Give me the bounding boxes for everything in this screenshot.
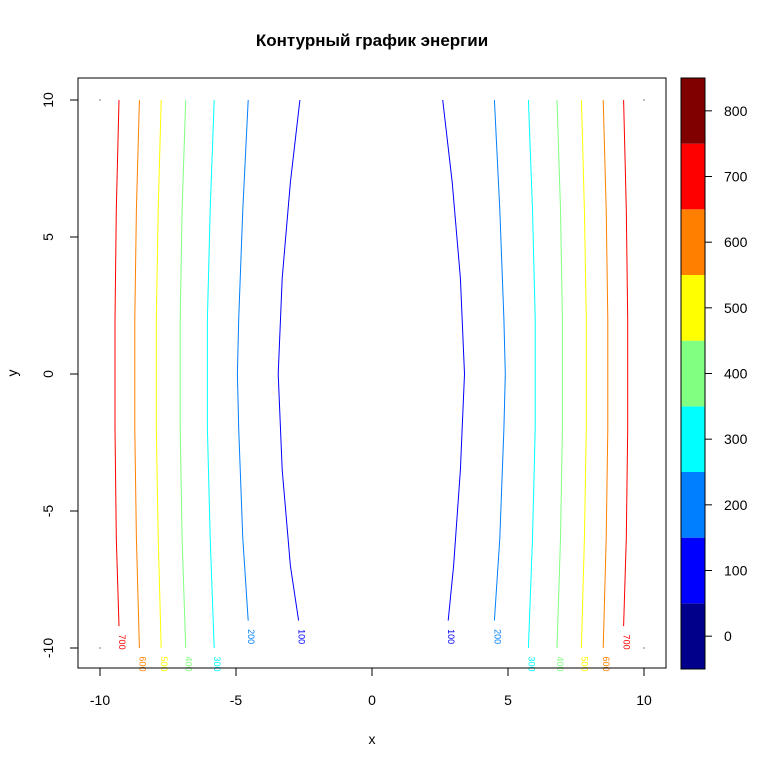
colorbar-bin (681, 340, 705, 407)
y-tick-label: 10 (40, 92, 56, 108)
y-tick-label: -5 (40, 505, 56, 518)
chart-title: Контурный график энергии (256, 31, 488, 50)
contour-500-left (155, 99, 162, 649)
contour-label-700-left: 700 (117, 635, 127, 650)
colorbar-tick-label: 700 (724, 169, 748, 185)
contour-500-right (580, 99, 587, 649)
contour-label-200-right: 200 (492, 629, 502, 644)
contour-label-300-left: 300 (212, 656, 222, 671)
y-tick-label: 0 (40, 370, 56, 378)
contour-600-left (134, 99, 140, 649)
colorbar-bin (681, 275, 705, 341)
colorbar-tick-label: 200 (724, 497, 748, 513)
colorbar-tick-label: 600 (724, 234, 748, 250)
contour-400-right (556, 99, 563, 649)
y-tick-label: 5 (40, 233, 56, 241)
contour-label-600-right: 600 (601, 656, 611, 671)
y-tick-label: -10 (40, 638, 56, 658)
colorbar-bin (681, 406, 705, 472)
corner-mark (99, 99, 101, 101)
contour-100-right (442, 99, 466, 621)
colorbar-tick-label: 300 (724, 431, 748, 447)
contour-300-left (206, 99, 215, 649)
contour-label-500-right: 500 (579, 656, 589, 671)
contour-label-400-left: 400 (184, 656, 194, 671)
x-tick-label: -5 (230, 692, 243, 708)
contour-200-left (236, 99, 249, 621)
colorbar-bin (681, 603, 705, 669)
contour-100-left (277, 99, 301, 621)
contour-label-600-left: 600 (137, 656, 147, 671)
contour-700-left (114, 99, 120, 627)
colorbar-tick-label: 800 (724, 103, 748, 119)
contour-label-400-right: 400 (555, 656, 565, 671)
contour-200-right (493, 99, 506, 621)
corner-mark (643, 99, 645, 101)
x-tick-label: 5 (504, 692, 512, 708)
contour-400-left (179, 99, 187, 649)
x-tick-label: -10 (90, 692, 110, 708)
y-axis: -10 -5 0 5 10 (40, 92, 79, 658)
colorbar-bin (681, 143, 705, 210)
contour-lines: 100 100 200 200 300 300 400 400 500 500 600 600 700 7… (99, 99, 645, 672)
colorbar-bin (681, 78, 705, 144)
contour-label-700-right: 700 (622, 635, 632, 650)
contour-label-300-right: 300 (526, 656, 536, 671)
contour-700-right (623, 99, 629, 627)
contour-label-100-right: 100 (446, 629, 456, 644)
x-tick-label: 10 (636, 692, 652, 708)
colorbar-tick-label: 500 (724, 300, 748, 316)
colorbar-bin (681, 537, 705, 604)
y-axis-label: y (4, 370, 20, 377)
contour-600-right (602, 99, 609, 649)
contour-label-200-left: 200 (246, 629, 256, 644)
plot-frame (77, 77, 667, 669)
x-tick-label: 0 (368, 692, 376, 708)
contour-label-100-left: 100 (297, 629, 307, 644)
colorbar-tick-label: 100 (724, 563, 748, 579)
colorbar-bin (681, 472, 705, 538)
colorbar-bin (681, 209, 705, 275)
corner-mark (99, 647, 101, 649)
corner-mark (643, 647, 645, 649)
colorbar-tick-label: 400 (724, 366, 748, 382)
colorbar: 0 100 200 300 400 500 600 700 800 (680, 77, 748, 670)
contour-label-500-left: 500 (159, 656, 169, 671)
x-axis-label: x (369, 731, 376, 747)
x-axis: -10 -5 0 5 10 (90, 667, 652, 708)
colorbar-tick-label: 0 (724, 628, 732, 644)
contour-300-right (527, 99, 536, 649)
